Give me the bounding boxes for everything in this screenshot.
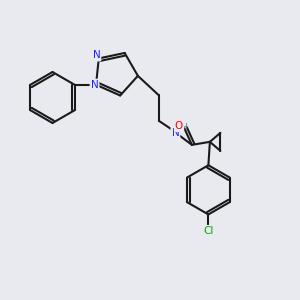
Text: Cl: Cl	[203, 226, 214, 236]
Text: N: N	[91, 80, 98, 90]
Text: N: N	[172, 128, 179, 138]
Text: O: O	[175, 121, 183, 131]
Text: H: H	[180, 123, 187, 132]
Text: N: N	[92, 50, 100, 60]
